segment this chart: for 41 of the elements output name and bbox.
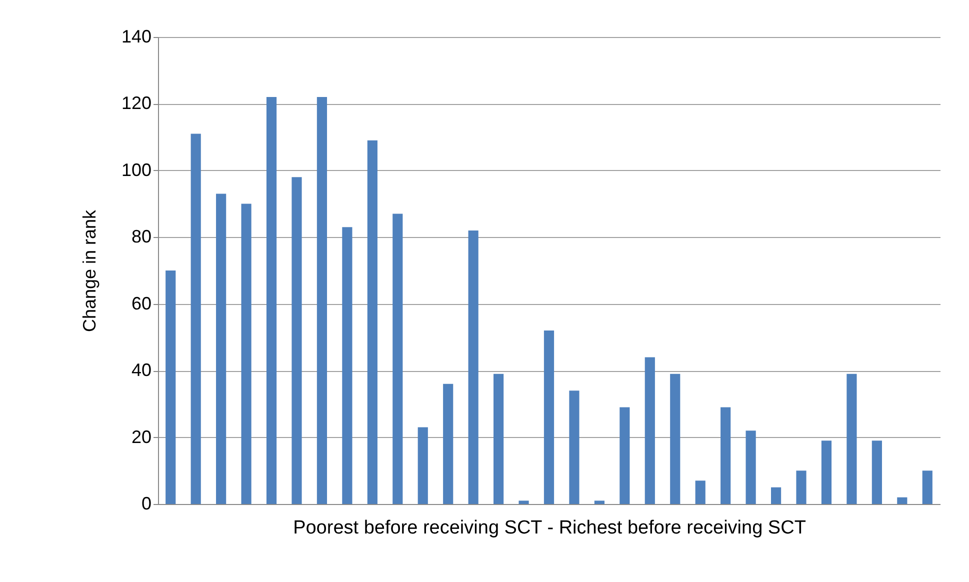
bar	[796, 470, 806, 504]
y-tick-label: 120	[121, 93, 152, 114]
bar	[770, 487, 782, 504]
bar	[292, 177, 302, 504]
bar	[468, 230, 478, 504]
bar	[922, 470, 932, 504]
bar	[494, 374, 504, 504]
bar	[418, 427, 428, 504]
y-axis-title: Change in rank	[79, 208, 100, 332]
bar	[872, 440, 882, 504]
bar	[644, 357, 655, 504]
bar	[166, 270, 176, 504]
bar	[620, 407, 630, 504]
bar	[392, 214, 403, 504]
bar	[216, 194, 226, 504]
bar	[367, 140, 378, 504]
y-tick-label: 100	[121, 160, 152, 180]
y-tick-label: 0	[141, 494, 152, 514]
y-tick-label: 140	[121, 26, 152, 46]
bar	[897, 497, 908, 504]
bar	[266, 97, 277, 504]
y-tick-label: 20	[131, 426, 152, 447]
bar	[190, 134, 201, 504]
bar	[544, 330, 554, 504]
bar	[342, 227, 352, 504]
bar	[594, 500, 604, 504]
bar	[846, 374, 857, 504]
bar	[670, 374, 680, 504]
bar	[569, 390, 580, 504]
bar	[695, 480, 706, 504]
bar	[316, 97, 328, 504]
bar	[821, 440, 832, 504]
bar	[241, 204, 252, 504]
bar	[746, 430, 756, 504]
bar	[443, 384, 454, 504]
y-tick-label: 80	[131, 226, 152, 247]
y-tick-label: 40	[131, 360, 152, 380]
x-axis-title: Poorest before receiving SCT - Richest before receiving SCT	[293, 518, 806, 538]
y-tick-label: 60	[131, 293, 152, 314]
bar	[518, 500, 529, 504]
bar	[720, 407, 731, 504]
